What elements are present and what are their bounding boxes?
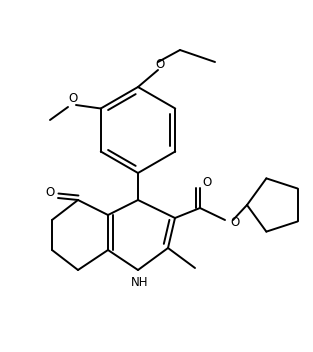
Text: O: O [203, 176, 212, 189]
Text: O: O [45, 186, 55, 199]
Text: O: O [230, 215, 240, 228]
Text: O: O [68, 92, 78, 105]
Text: NH: NH [131, 276, 149, 289]
Text: O: O [155, 57, 165, 70]
